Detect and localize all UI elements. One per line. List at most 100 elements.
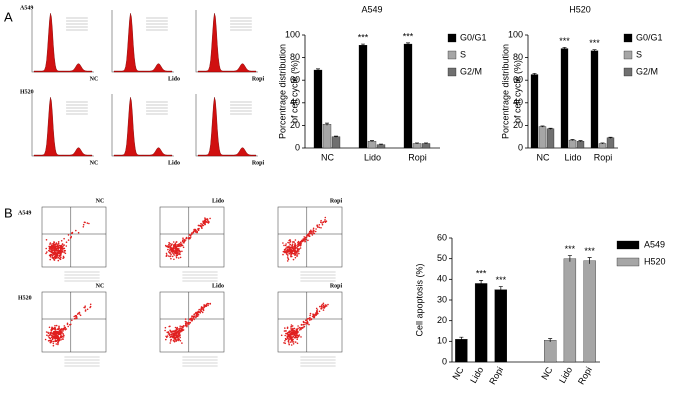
error-bar bbox=[334, 135, 338, 138]
scatter-dot bbox=[62, 330, 64, 332]
scatter-dot bbox=[51, 338, 54, 341]
scatter-dot bbox=[296, 253, 299, 255]
bar bbox=[313, 69, 323, 149]
scatter-dot bbox=[201, 224, 203, 227]
scatter-dot bbox=[288, 333, 291, 336]
error-bar bbox=[406, 42, 410, 46]
scatter-dot bbox=[62, 332, 64, 335]
scatter-frame bbox=[41, 206, 107, 268]
bar bbox=[494, 289, 507, 363]
scatter-dot bbox=[192, 230, 195, 233]
scatter-dot bbox=[176, 337, 179, 339]
bar bbox=[421, 143, 431, 149]
legend-label: G2/M bbox=[636, 66, 658, 76]
scatter-dot bbox=[166, 245, 169, 247]
scatter-dot bbox=[53, 249, 55, 251]
chart-title: A549 bbox=[361, 4, 382, 14]
scatter-dot bbox=[288, 242, 291, 244]
scatter-dot bbox=[50, 253, 52, 256]
scatter-dot bbox=[193, 315, 195, 318]
scatter-dot bbox=[64, 252, 67, 255]
error-bar bbox=[498, 286, 503, 293]
histogram-peak bbox=[33, 13, 93, 73]
scatter-dot bbox=[179, 243, 182, 246]
scatter-dot bbox=[178, 248, 180, 250]
scatter-dot bbox=[292, 249, 295, 252]
scatter-dot bbox=[61, 249, 64, 251]
scatter-dot bbox=[75, 317, 77, 320]
scatter-dot bbox=[191, 315, 193, 318]
scatter-dot bbox=[293, 331, 295, 333]
scatter-dot bbox=[181, 342, 183, 344]
scatter-dot bbox=[75, 314, 77, 317]
error-bar bbox=[587, 257, 592, 264]
scatter-dot bbox=[284, 334, 287, 337]
scatter-dot bbox=[67, 234, 70, 236]
scatter-dot bbox=[50, 336, 53, 339]
scatter-dot bbox=[303, 326, 305, 328]
legend-label: S bbox=[460, 49, 466, 59]
bar bbox=[455, 339, 468, 363]
scatter-dot bbox=[59, 253, 62, 255]
scatter-dot bbox=[287, 246, 289, 248]
scatter-dot bbox=[172, 246, 174, 249]
scatter-dot bbox=[294, 250, 297, 253]
scatter-dot bbox=[321, 223, 324, 226]
scatter-dot bbox=[186, 324, 188, 327]
scatter-dot bbox=[202, 221, 205, 224]
scatter-dot bbox=[60, 335, 63, 337]
scatter-frame bbox=[277, 291, 343, 353]
scatter-dot bbox=[320, 219, 322, 222]
scatter-dot bbox=[193, 318, 195, 321]
scatter-dot bbox=[293, 329, 296, 332]
x-tick-label: Lido bbox=[468, 365, 485, 385]
scatter-dot bbox=[65, 241, 68, 243]
scatter-frame bbox=[277, 206, 343, 268]
scatter-dot bbox=[308, 230, 311, 233]
column-label: Lido bbox=[212, 283, 224, 289]
scatter-dot bbox=[51, 251, 54, 254]
bar bbox=[563, 258, 577, 363]
panel-label: A bbox=[4, 9, 13, 24]
scatter-dot bbox=[57, 245, 59, 247]
scatter-dot bbox=[53, 327, 55, 330]
scatter-dot bbox=[50, 331, 52, 334]
y-tick-label: 100 bbox=[285, 29, 300, 39]
legend-label: G2/M bbox=[460, 66, 482, 76]
scatter-dot bbox=[282, 250, 285, 253]
scatter-dot bbox=[177, 332, 180, 335]
y-tick-label: 20 bbox=[290, 120, 300, 130]
scatter-dot bbox=[52, 342, 55, 345]
scatter-dot bbox=[55, 324, 58, 327]
scatter-dot bbox=[57, 256, 60, 259]
scatter-dot bbox=[168, 331, 170, 333]
scatter-dot bbox=[167, 248, 169, 251]
x-tick-label: NC bbox=[539, 365, 554, 382]
scatter-dot bbox=[56, 331, 58, 334]
scatter-dot bbox=[294, 244, 296, 247]
scatter-dot bbox=[285, 252, 288, 254]
scatter-dot bbox=[294, 242, 296, 245]
scatter-dot bbox=[76, 313, 79, 315]
scatter-dot bbox=[201, 307, 203, 310]
scatter-dot bbox=[285, 332, 287, 335]
scatter-dot bbox=[169, 252, 171, 255]
scatter-dot bbox=[296, 249, 299, 251]
scatter-dot bbox=[45, 239, 48, 241]
scatter-dot bbox=[322, 221, 325, 224]
scatter-dot bbox=[86, 222, 89, 224]
scatter-dot bbox=[191, 319, 193, 322]
panel-label: B bbox=[4, 205, 13, 220]
scatter-dot bbox=[165, 335, 167, 338]
scatter-dot bbox=[58, 246, 60, 249]
scatter-dot bbox=[167, 251, 170, 253]
scatter-dot bbox=[49, 341, 52, 344]
scatter-dot bbox=[203, 304, 205, 306]
histogram-peak bbox=[197, 97, 257, 157]
scatter-dot bbox=[64, 328, 67, 331]
scatter-dot bbox=[189, 319, 191, 321]
column-label: NC bbox=[96, 283, 105, 289]
scatter-dot bbox=[45, 247, 47, 250]
scatter-dot bbox=[61, 250, 64, 253]
